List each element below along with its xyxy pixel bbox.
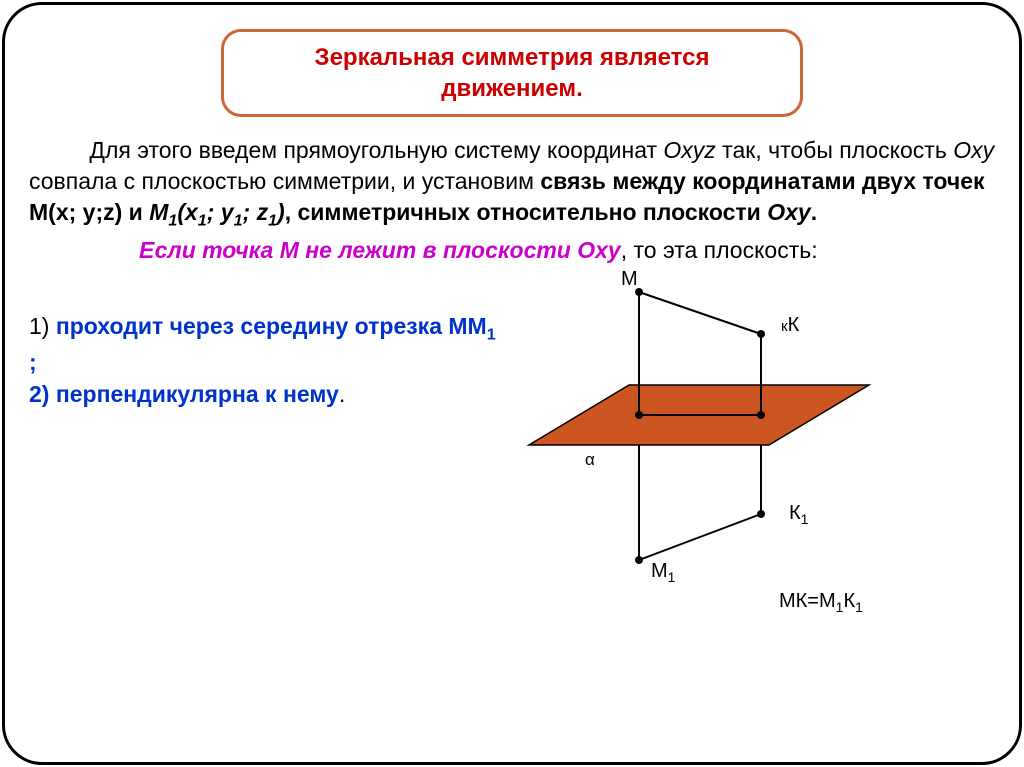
diagram: М кК α К1 М1 МК=М1К1 <box>499 270 995 620</box>
p1-bold-a: связь между координатами двух точек <box>540 168 984 194</box>
p1-bold-b: и <box>122 199 149 225</box>
item-2: 2) перпендикулярна к нему. <box>29 378 499 410</box>
p1-b: так, чтобы плоскость <box>716 137 953 163</box>
p2-b: , то эта плоскость: <box>621 237 818 263</box>
p1-M1: M1(x1; y1; z1) <box>149 199 285 225</box>
p1-M: M(x; y;z) <box>29 199 122 225</box>
equation: МК=М1К1 <box>779 590 863 615</box>
p1-bold-d: . <box>811 199 817 225</box>
item1-num: 1) <box>29 313 56 339</box>
p1-oxy: Oxy <box>953 137 994 163</box>
paragraph-1: Для этого введем прямоугольную систему к… <box>29 135 995 232</box>
p1-oxyz: Oxyz <box>663 137 715 163</box>
title-text: Зеркальная симметрия является движением. <box>315 44 710 102</box>
p1-bold-c: , симметричных относительно плоскости <box>285 199 767 225</box>
p1-a: Для этого введем прямоугольную систему к… <box>89 137 663 163</box>
label-K: кК <box>781 314 799 337</box>
item-1: 1) проходит через середину отрезка ММ1 ; <box>29 310 499 378</box>
enum-list: 1) проходит через середину отрезка ММ1 ;… <box>29 270 499 411</box>
p1-c: совпала с плоскостью симметрии, и устано… <box>29 168 540 194</box>
item1-a: проходит через середину отрезка ММ <box>56 313 487 339</box>
paragraph-2: Если точка М не лежит в плоскости Oxy, т… <box>29 235 995 266</box>
label-M1: М1 <box>651 560 675 585</box>
label-K1: К1 <box>789 502 808 527</box>
label-M: М <box>621 268 638 291</box>
item2-text: 2) перпендикулярна к нему <box>29 381 339 407</box>
slide-frame: Зеркальная симметрия является движением.… <box>2 2 1022 765</box>
bottom-row: 1) проходит через середину отрезка ММ1 ;… <box>29 270 995 620</box>
diagram-svg <box>499 270 969 610</box>
item2-dot: . <box>339 381 345 407</box>
p2-a: Если точка М не лежит в плоскости Oxy <box>139 237 621 263</box>
label-alpha: α <box>585 450 595 470</box>
title-box: Зеркальная симметрия является движением. <box>221 29 803 117</box>
item1-sub: 1 <box>487 325 496 343</box>
item1-b: ; <box>29 349 37 375</box>
p1-bold-oxy: Oxy <box>767 199 810 225</box>
